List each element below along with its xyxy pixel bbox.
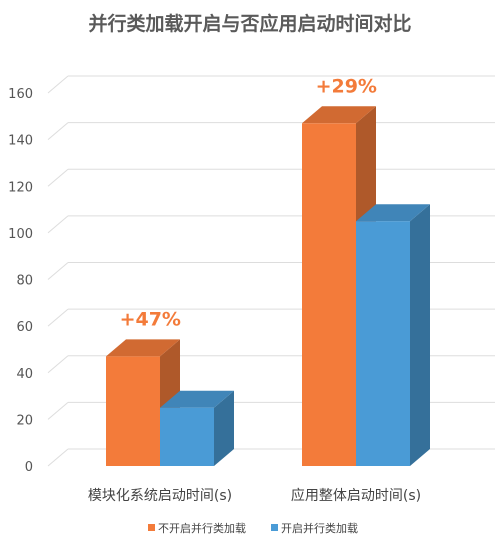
gridline-side <box>47 75 69 94</box>
bar-top <box>356 204 430 222</box>
legend-swatch <box>271 524 278 531</box>
bar-side <box>214 390 234 466</box>
x-axis-labels: 模块化系统启动时间(s) 应用整体启动时间(s) <box>88 487 421 504</box>
gridline-side <box>47 122 69 141</box>
bar-top <box>106 339 180 357</box>
bar <box>160 390 234 466</box>
bar-side <box>410 204 430 466</box>
bar-front <box>302 123 356 467</box>
legend-label: 不开启并行类加载 <box>158 521 246 535</box>
gridline-side <box>47 168 69 187</box>
y-tick-label: 20 <box>16 413 33 428</box>
y-tick-label: 60 <box>16 320 33 335</box>
gridline-side <box>47 355 69 374</box>
y-tick-label: 120 <box>8 180 33 195</box>
bar-top <box>302 106 376 124</box>
y-tick-label: 40 <box>16 367 33 382</box>
legend-label: 开启并行类加载 <box>281 521 358 535</box>
y-axis-ticks: 0 20 40 60 80 100 120 140 160 <box>8 87 33 475</box>
bar <box>356 204 430 466</box>
gridline-side <box>47 401 69 420</box>
bars <box>106 106 430 467</box>
chart-title: 并行类加载开启与否应用启动时间对比 <box>88 12 411 35</box>
gridline-side <box>47 215 69 234</box>
gridline-side <box>47 308 69 327</box>
bar-front <box>160 407 214 466</box>
annotations: +47% +29% <box>120 75 377 330</box>
gridline-side <box>47 262 69 280</box>
x-category-label: 模块化系统启动时间(s) <box>88 488 232 504</box>
annotation-label: +29% <box>316 75 377 97</box>
y-tick-label: 80 <box>16 274 33 289</box>
gridline-side <box>47 448 69 467</box>
x-category-label: 应用整体启动时间(s) <box>291 487 421 504</box>
y-tick-label: 160 <box>8 87 33 102</box>
annotation-label: +47% <box>120 308 181 330</box>
y-tick-label: 100 <box>8 227 33 242</box>
y-tick-label: 140 <box>8 134 33 149</box>
bar-top <box>160 390 234 408</box>
y-tick-label: 0 <box>25 460 33 475</box>
legend: 不开启并行类加载 开启并行类加载 <box>148 521 358 535</box>
legend-swatch <box>148 524 155 531</box>
bar-front <box>106 356 160 466</box>
bar-front <box>356 221 410 466</box>
